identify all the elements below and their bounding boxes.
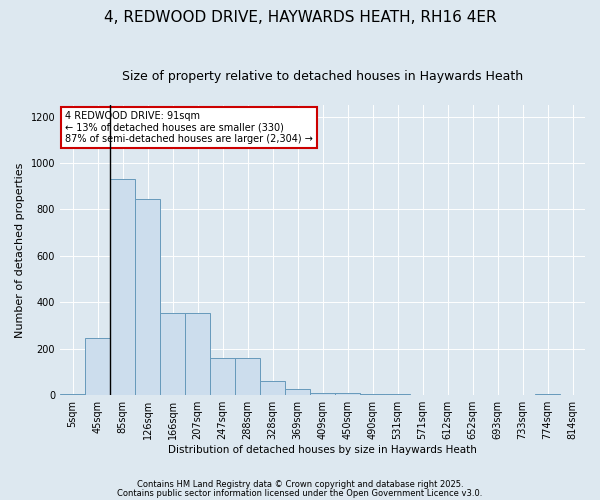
- Text: Contains HM Land Registry data © Crown copyright and database right 2025.: Contains HM Land Registry data © Crown c…: [137, 480, 463, 489]
- Bar: [60, 394, 85, 395]
- Bar: [260, 382, 285, 395]
- Bar: [235, 358, 260, 395]
- Text: Contains public sector information licensed under the Open Government Licence v3: Contains public sector information licen…: [118, 490, 482, 498]
- Bar: [535, 394, 560, 395]
- Bar: [310, 393, 335, 395]
- Y-axis label: Number of detached properties: Number of detached properties: [15, 162, 25, 338]
- Bar: [285, 390, 310, 395]
- Bar: [160, 313, 185, 395]
- Bar: [135, 199, 160, 395]
- Bar: [185, 313, 210, 395]
- Bar: [85, 338, 110, 395]
- Text: 4 REDWOOD DRIVE: 91sqm
← 13% of detached houses are smaller (330)
87% of semi-de: 4 REDWOOD DRIVE: 91sqm ← 13% of detached…: [65, 111, 313, 144]
- Text: 4, REDWOOD DRIVE, HAYWARDS HEATH, RH16 4ER: 4, REDWOOD DRIVE, HAYWARDS HEATH, RH16 4…: [104, 10, 496, 25]
- X-axis label: Distribution of detached houses by size in Haywards Heath: Distribution of detached houses by size …: [168, 445, 477, 455]
- Title: Size of property relative to detached houses in Haywards Heath: Size of property relative to detached ho…: [122, 70, 523, 83]
- Bar: [360, 394, 385, 395]
- Bar: [385, 394, 410, 395]
- Bar: [110, 180, 135, 395]
- Bar: [335, 393, 360, 395]
- Bar: [210, 358, 235, 395]
